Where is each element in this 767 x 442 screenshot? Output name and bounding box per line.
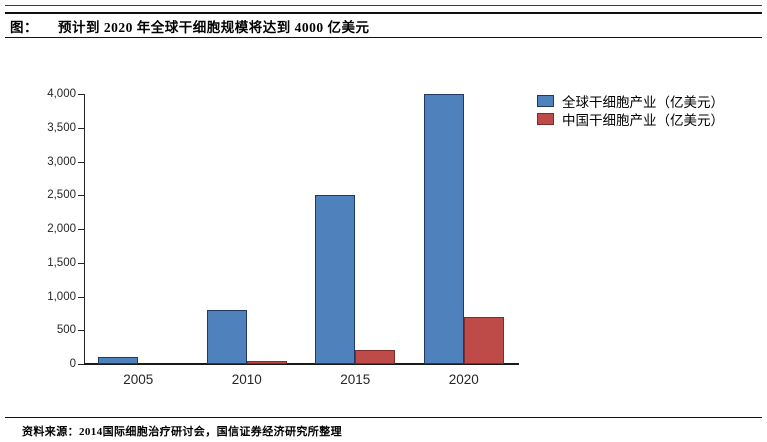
y-axis-tick-label: 3,000	[47, 155, 76, 168]
y-axis-tick-mark	[78, 263, 84, 264]
bar-china-2010	[246, 361, 287, 364]
figure-title-row: 图： 预计到 2020 年全球干细胞规模将达到 4000 亿美元	[10, 16, 370, 36]
y-axis-tick-label: 2,500	[47, 189, 76, 202]
bar-global-2015	[315, 195, 356, 364]
y-axis-tick-label: 1,500	[47, 256, 76, 269]
legend-label: 全球干细胞产业（亿美元）	[562, 94, 724, 110]
y-axis-tick-mark	[78, 364, 84, 365]
x-axis-category-label: 2005	[123, 372, 154, 387]
bar-china-2015	[355, 350, 396, 364]
legend-item-global: 全球干细胞产业（亿美元）	[537, 94, 724, 110]
x-axis-line	[84, 363, 519, 365]
y-axis-tick-mark	[78, 330, 84, 331]
chart-legend: 全球干细胞产业（亿美元） 中国干细胞产业（亿美元）	[537, 94, 724, 128]
bar-global-2005	[98, 357, 139, 364]
legend-label: 中国干细胞产业（亿美元）	[562, 112, 724, 128]
top-divider-line	[5, 5, 762, 6]
bar-global-2010	[206, 310, 247, 364]
y-axis-tick-mark	[78, 128, 84, 129]
y-axis-line	[84, 94, 85, 365]
y-axis-tick-label: 2,000	[47, 223, 76, 235]
y-axis-tick-mark	[78, 297, 84, 298]
header-top-border	[5, 12, 762, 14]
footer-divider-line	[5, 417, 762, 418]
legend-swatch-global-icon	[537, 94, 554, 107]
x-axis-category-label: 2020	[448, 372, 479, 387]
y-axis-tick-mark	[78, 162, 84, 163]
header-bottom-border	[5, 37, 762, 38]
y-axis-tick-label: 3,500	[47, 121, 76, 134]
x-axis-category-label: 2010	[231, 372, 262, 387]
y-axis-tick-label: 4,000	[47, 88, 76, 100]
y-axis-tick-mark	[78, 195, 84, 196]
y-axis-tick-label: 0	[69, 358, 76, 370]
figure-label: 图：	[10, 20, 38, 35]
y-axis-tick-mark	[78, 94, 84, 95]
figure-title: 预计到 2020 年全球干细胞规模将达到 4000 亿美元	[58, 20, 370, 35]
legend-item-china: 中国干细胞产业（亿美元）	[537, 112, 724, 128]
legend-swatch-china-icon	[537, 112, 554, 125]
y-axis-tick-mark	[78, 229, 84, 230]
source-note: 资料来源：2014国际细胞治疗研讨会，国信证券经济研究所整理	[22, 426, 342, 438]
bar-global-2020	[423, 94, 464, 364]
y-axis-tick-label: 1,000	[47, 290, 76, 303]
bar-china-2020	[463, 317, 504, 364]
y-axis-tick-label: 500	[56, 324, 76, 337]
x-axis-category-label: 2015	[340, 372, 371, 387]
